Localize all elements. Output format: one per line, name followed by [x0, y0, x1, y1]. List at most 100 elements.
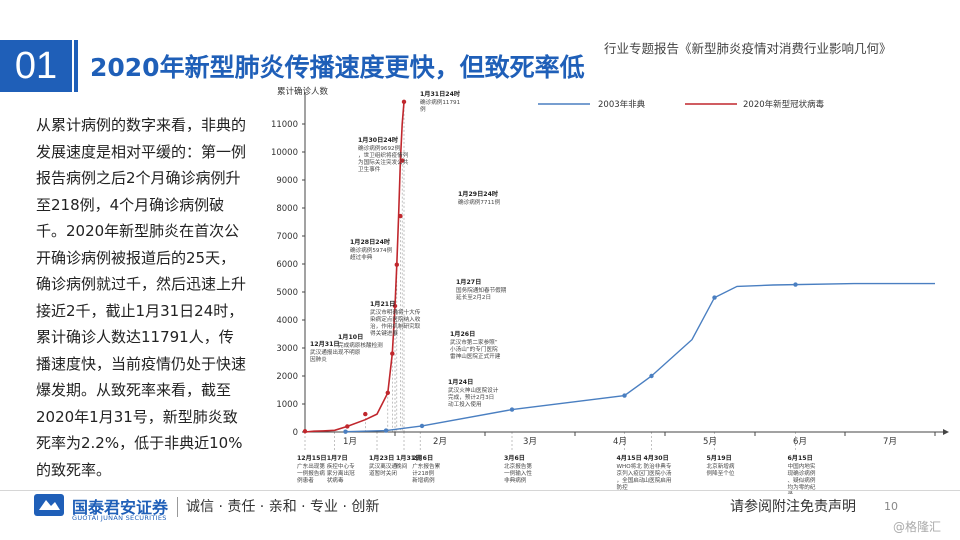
footer-divider-line [0, 490, 960, 491]
bottom-annotation-text: 例降至个位 [707, 469, 735, 477]
y-tick-label: 8000 [276, 204, 298, 214]
ncov-point [398, 213, 403, 219]
bottom-annotation-date: 12月15日 [297, 454, 327, 462]
x-tick-label: 1月 [343, 437, 357, 447]
annotation-text: 因肺炎 [310, 356, 327, 363]
slide-number: 01 [0, 40, 72, 92]
bottom-annotation-text: 一例输入性 [504, 469, 532, 477]
annotation-text: 武汉市明确将十大传 [370, 308, 421, 316]
report-tag: 行业专题报告《新型肺炎疫情对消费行业影响几何》 [604, 41, 892, 56]
bottom-annotation-text: 一例报告病 [297, 469, 325, 477]
ncov-point [363, 411, 368, 417]
ncov-point [400, 158, 405, 163]
chart-grid [304, 101, 796, 452]
y-tick-label: 0 [293, 428, 298, 438]
sars-point [622, 393, 627, 398]
bottom-annotation-text: 北京新增病 [707, 462, 735, 470]
ncov-point [385, 390, 390, 395]
annotation-date: 1月30日24时 [358, 136, 399, 144]
annotation-text: 染病定点医院纳入收 [370, 315, 421, 323]
sars-point [712, 295, 717, 300]
annotation-text: 完成，预计2月3日 [448, 393, 494, 401]
sars-point [343, 429, 348, 434]
bottom-annotation-text: 均为零的纪 [788, 483, 816, 491]
annotation-date: 1月21日 [370, 300, 395, 308]
annotation-text: 小汤山”的专门医院 [450, 345, 498, 353]
chart-legend: 2003年非典 2020年新型冠状病毒 [538, 99, 825, 110]
annotation-date: 1月10日 [338, 333, 363, 341]
bottom-annotation-text: WHO将北 [617, 462, 643, 470]
annotation-text: 确诊病例9692例 [358, 144, 401, 152]
annotation-date: 1月24日 [448, 378, 473, 386]
bottom-annotation-text: 广东报告累 [412, 462, 440, 470]
bottom-annotation-text: 家分离出冠 [327, 469, 355, 477]
cumulative-cases-chart: 0 1000 2000 3000 4000 5000 6000 7000 8000 9000 100… [271, 86, 949, 494]
bottom-annotation-text: 山医院启用 [644, 476, 672, 484]
company-name-cn: 国泰君安证券 [72, 498, 169, 517]
annotation-text: 卫生事件 [358, 165, 381, 173]
annotation-date: 1月28日24时 [350, 238, 391, 246]
annotation-text: 动工投入使用 [448, 400, 482, 408]
bottom-annotation-text: 录 [788, 490, 794, 494]
bottom-annotation-text: 晚间 [396, 462, 408, 470]
watermark: @格隆汇 [893, 520, 942, 534]
sars-point [509, 407, 515, 412]
sars-point [793, 282, 798, 287]
bottom-annotation-text: 北京报告第 [504, 462, 532, 470]
company-slogan: 诚信 · 责任 · 亲和 · 专业 · 创新 [186, 499, 380, 515]
x-tick-label: 4月 [613, 437, 627, 447]
annotation-text: 雷神山医院正式开建 [450, 352, 501, 360]
body-paragraph: 从累计病例的数字来看，非典的发展速度是相对平缓的：第一例报告病例之后2个月确诊病… [36, 116, 247, 479]
bottom-annotation-date: 1月31日 [396, 454, 421, 462]
bottom-annotation-text: 非典病例 [504, 476, 527, 484]
company-logo-icon [34, 494, 64, 516]
annotation-text: 延长至2月2日 [456, 293, 491, 301]
ncov-point [392, 303, 398, 309]
annotation-text: 治，作用机制研究取 [370, 322, 421, 330]
bottom-annotation-text: 新增病例 [412, 476, 435, 484]
bottom-annotation-text: 门医院小汤 [644, 469, 672, 477]
bottom-annotation-text: 计218例 [412, 469, 434, 477]
bottom-annotation-text: 防控 [617, 483, 629, 491]
y-tick-label: 5000 [276, 288, 298, 298]
footer-vertical-divider [177, 497, 178, 517]
bottom-annotation-date: 3月6日 [504, 454, 525, 462]
annotation-date: 1月31日24时 [420, 90, 461, 98]
annotation-text: 武汉火神山医院设计 [448, 386, 499, 394]
ncov-point [401, 99, 407, 105]
annotation-text: ，世卫组织将疫情列 [358, 151, 409, 159]
annotation-text: 武汉市第二家参照“ [450, 338, 498, 346]
bottom-annotation-text: 道暂时关闭 [369, 469, 397, 477]
sars-point [419, 423, 425, 429]
annotation-text: 完成病原核酸检测 [338, 341, 383, 349]
chart-axes: 0 1000 2000 3000 4000 5000 6000 7000 8000 9000 100… [271, 86, 949, 447]
bottom-annotation-text: ，全国启动 [617, 476, 645, 484]
page-number: 10 [884, 500, 898, 513]
x-axis-arrow [943, 429, 949, 435]
x-tick-label: 2月 [433, 437, 447, 447]
annotation-text: 武汉通报出现不明原 [310, 348, 361, 356]
x-tick-label: 5月 [703, 437, 717, 447]
bottom-annotation-text: 中国内地实 [788, 462, 816, 470]
bottom-annotation-date: 6月15日 [788, 454, 813, 462]
y-tick-label: 7000 [276, 232, 298, 242]
y-tick-label: 3000 [276, 344, 298, 354]
y-tick-label: 10000 [271, 148, 298, 158]
annotation-text: 国务院通知春节假期 [456, 286, 507, 294]
bottom-annotation-text: 疾控中心专 [327, 462, 355, 470]
company-name-en: GUOTAI JUNAN SECURITIES [72, 514, 167, 522]
annotation-text: 例 [420, 105, 426, 113]
y-tick-label: 6000 [276, 260, 298, 270]
annotation-date: 1月26日 [450, 330, 475, 338]
bottom-annotation-text: 例患者 [297, 476, 314, 484]
bottom-annotation-text: 状病毒 [327, 476, 344, 484]
chart-series [302, 99, 935, 434]
bottom-annotation-date: 1月23日 [369, 454, 394, 462]
annotation-date: 1月27日 [456, 278, 481, 286]
annotation-text: 确诊病例7711例 [458, 198, 501, 206]
x-tick-label: 3月 [523, 437, 537, 447]
sars-point [649, 373, 654, 379]
disclaimer-link[interactable]: 请参阅附注免责声明 [730, 499, 856, 515]
series-line-sars [345, 282, 935, 433]
legend-label-ncov: 2020年新型冠状病毒 [743, 99, 825, 110]
